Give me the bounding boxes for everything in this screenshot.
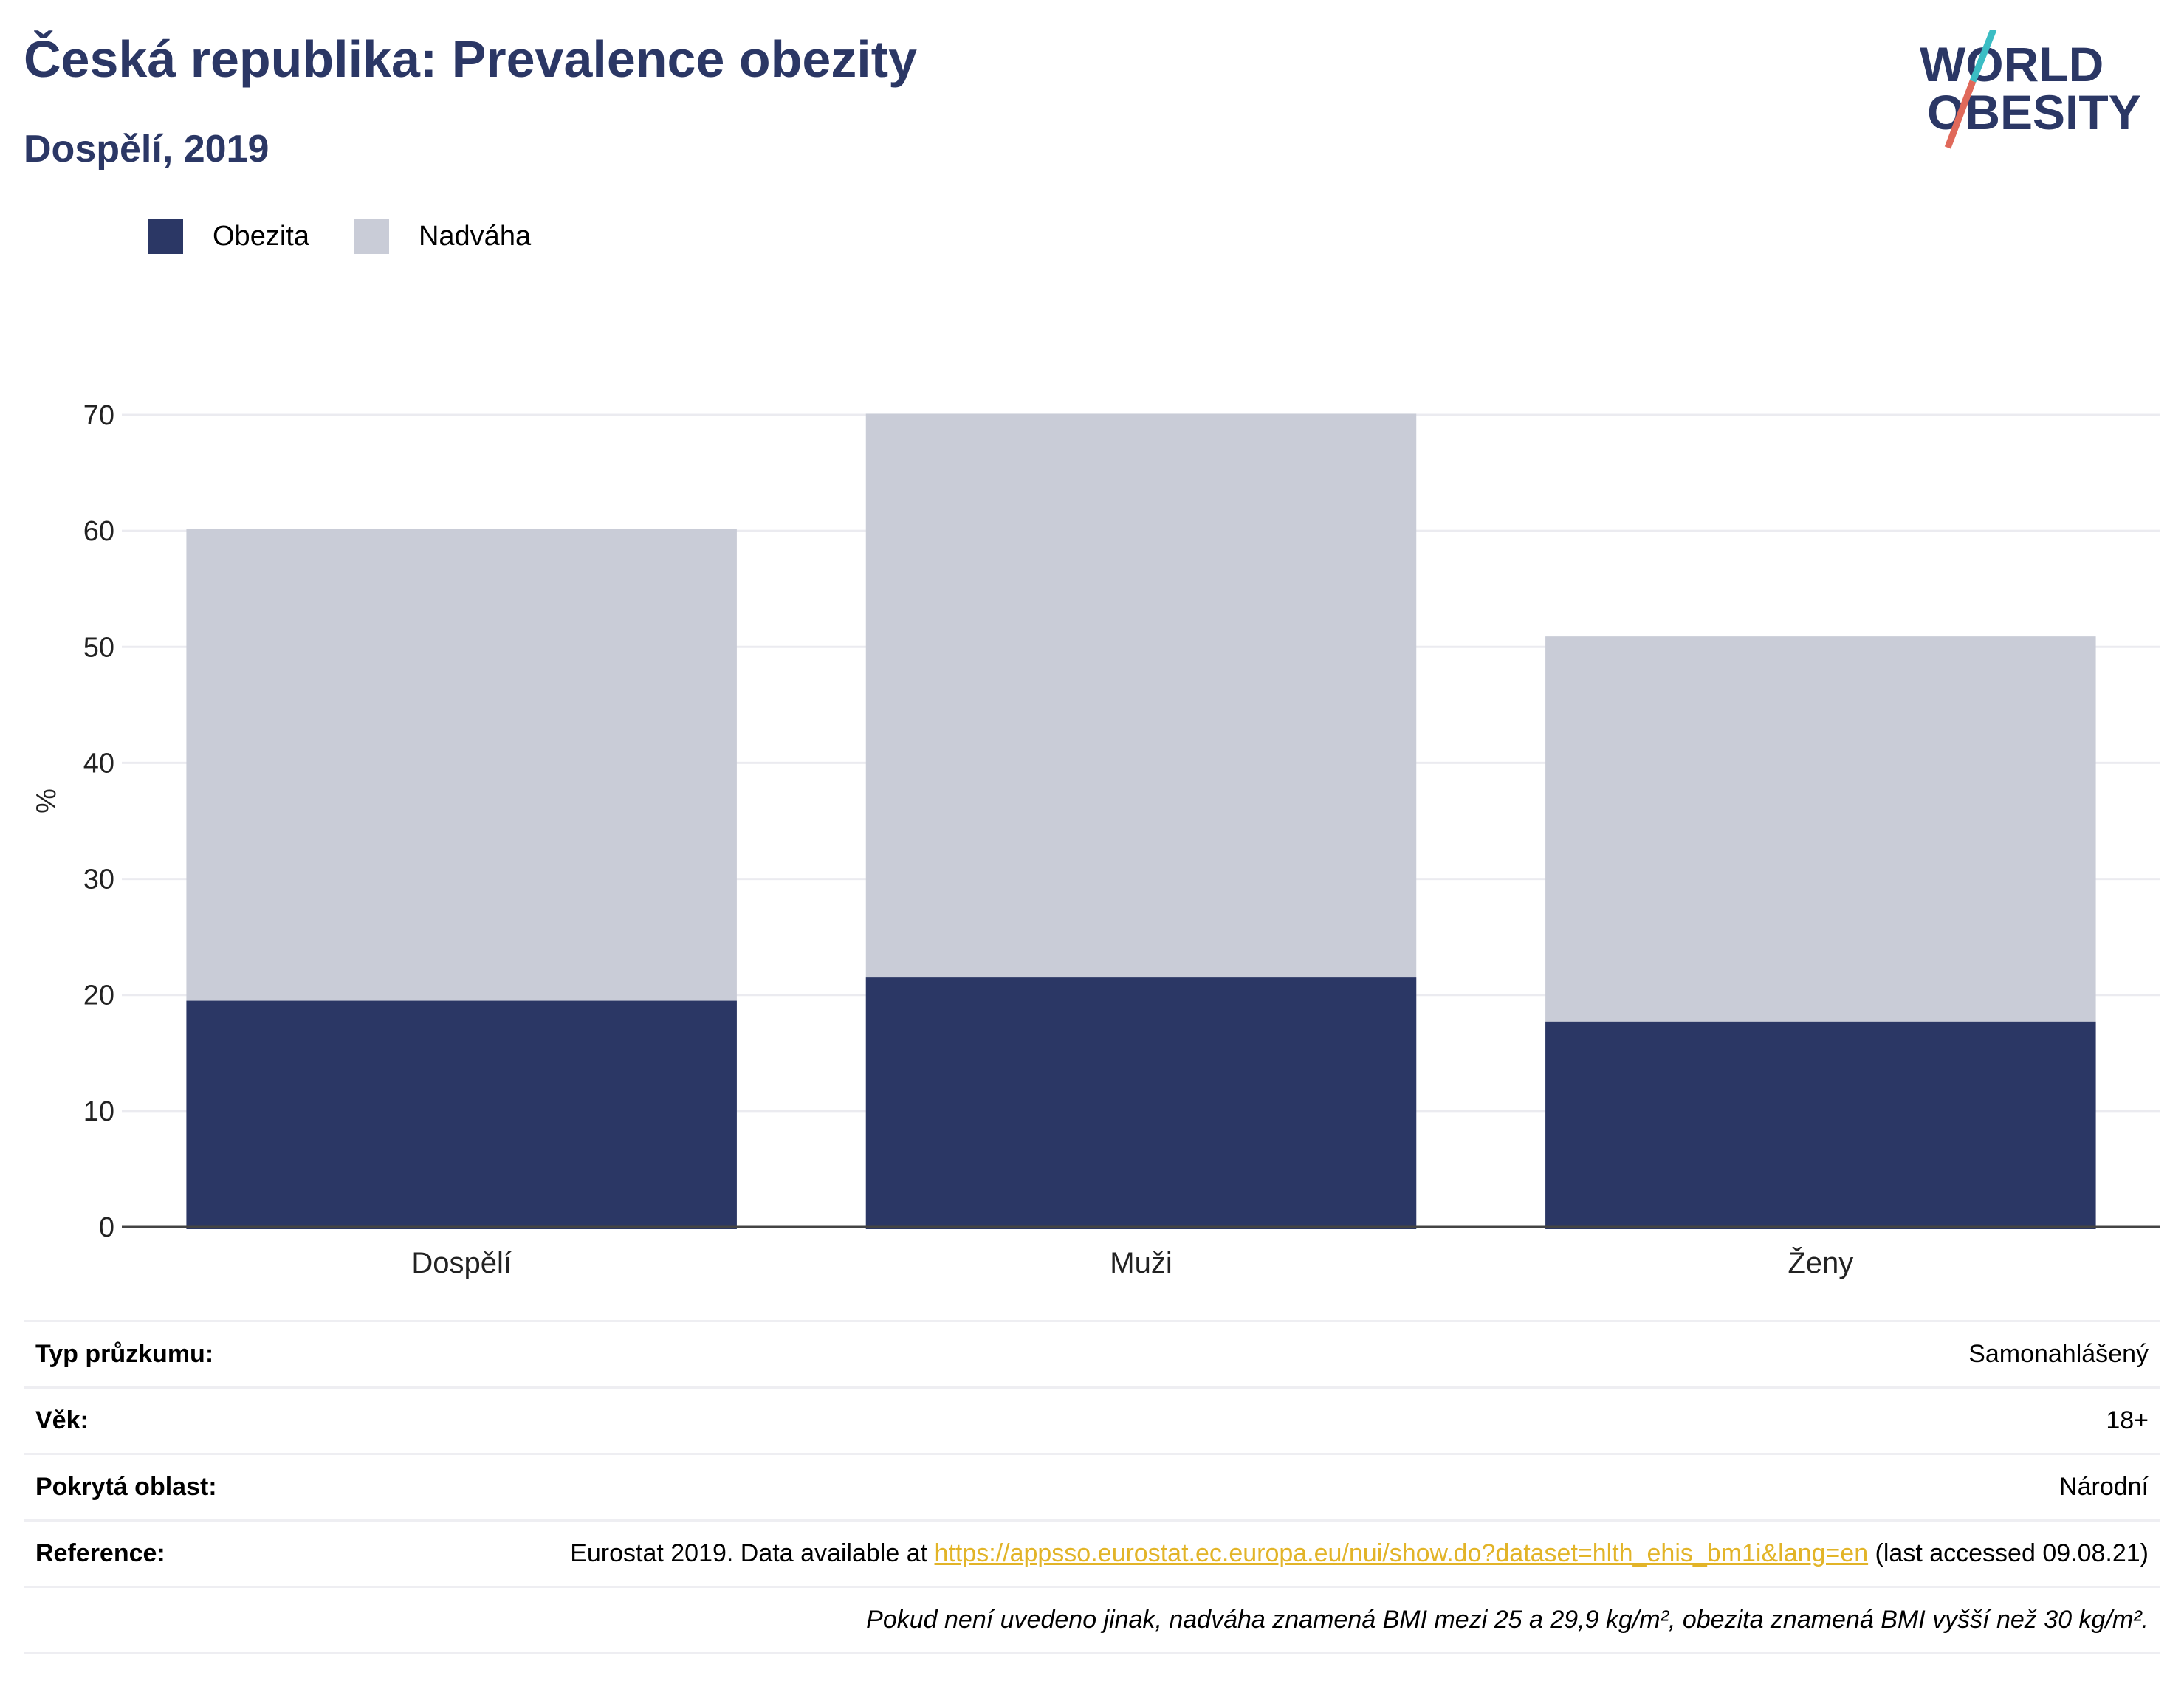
- legend: Obezita Nadváha: [148, 219, 575, 254]
- logo-line1: WORLD: [1920, 37, 2104, 92]
- bar-obesity: [186, 1000, 737, 1229]
- chart-subtitle: Dospělí, 2019: [24, 128, 269, 171]
- y-tick-label: 10: [83, 1096, 114, 1127]
- chart-title: Česká republika: Prevalence obezity: [24, 30, 917, 88]
- meta-area-value: Národní: [2059, 1473, 2149, 1501]
- legend-label-obesity: Obezita: [213, 220, 309, 252]
- logo-slash-teal: [1969, 30, 1997, 83]
- bar-obesity: [1545, 1021, 2096, 1229]
- legend-swatch-obesity: [148, 219, 183, 254]
- y-tick-label: 40: [83, 748, 114, 779]
- meta-ref-prefix: Eurostat 2019. Data available at: [570, 1539, 935, 1567]
- y-tick-label: 50: [83, 632, 114, 663]
- y-tick-label: 0: [99, 1212, 114, 1243]
- metadata-table: Typ průzkumu: Samonahlášený Věk: 18+ Pok…: [24, 1320, 2160, 1654]
- meta-ref-suffix: (last accessed 09.08.21): [1868, 1539, 2149, 1567]
- x-tick-label: Muži: [1110, 1247, 1172, 1279]
- meta-age-value: 18+: [2106, 1406, 2149, 1434]
- meta-row-age: Věk: 18+: [24, 1386, 2160, 1453]
- bar-chart: 0 10 20 30 40 50 60 70% Dospělí Muži Ženy: [31, 400, 2160, 1279]
- meta-note: Pokud není uvedeno jinak, nadváha znamen…: [866, 1606, 2149, 1634]
- world-obesity-logo: WORLD OBESITY: [1920, 30, 2141, 149]
- y-tick-label: 30: [83, 864, 114, 895]
- y-tick-label: 70: [83, 400, 114, 431]
- x-tick-label: Dospělí: [411, 1247, 512, 1279]
- meta-ref-label: Reference:: [35, 1539, 165, 1567]
- meta-ref-value: Eurostat 2019. Data available at https:/…: [570, 1539, 2149, 1568]
- meta-row-note: Pokud není uvedeno jinak, nadváha znamen…: [24, 1586, 2160, 1654]
- x-tick-label: Ženy: [1788, 1246, 1853, 1279]
- legend-label-overweight: Nadváha: [418, 220, 532, 252]
- bar-obesity: [865, 977, 1417, 1229]
- y-tick-label: 20: [83, 980, 114, 1011]
- meta-survey-label: Typ průzkumu:: [35, 1340, 214, 1368]
- meta-row-area: Pokrytá oblast: Národní: [24, 1453, 2160, 1519]
- meta-age-label: Věk:: [35, 1406, 89, 1434]
- logo-slash-red: [1944, 80, 1977, 149]
- meta-area-label: Pokrytá oblast:: [35, 1473, 217, 1501]
- y-tick-label: 60: [83, 516, 114, 547]
- meta-row-reference: Reference: Eurostat 2019. Data available…: [24, 1519, 2160, 1586]
- y-axis-label: %: [31, 788, 62, 814]
- legend-swatch-overweight: [353, 219, 389, 254]
- meta-row-survey: Typ průzkumu: Samonahlášený: [24, 1320, 2160, 1386]
- reference-link[interactable]: https://appsso.eurostat.ec.europa.eu/nui…: [934, 1539, 1869, 1567]
- meta-survey-value: Samonahlášený: [1968, 1340, 2149, 1368]
